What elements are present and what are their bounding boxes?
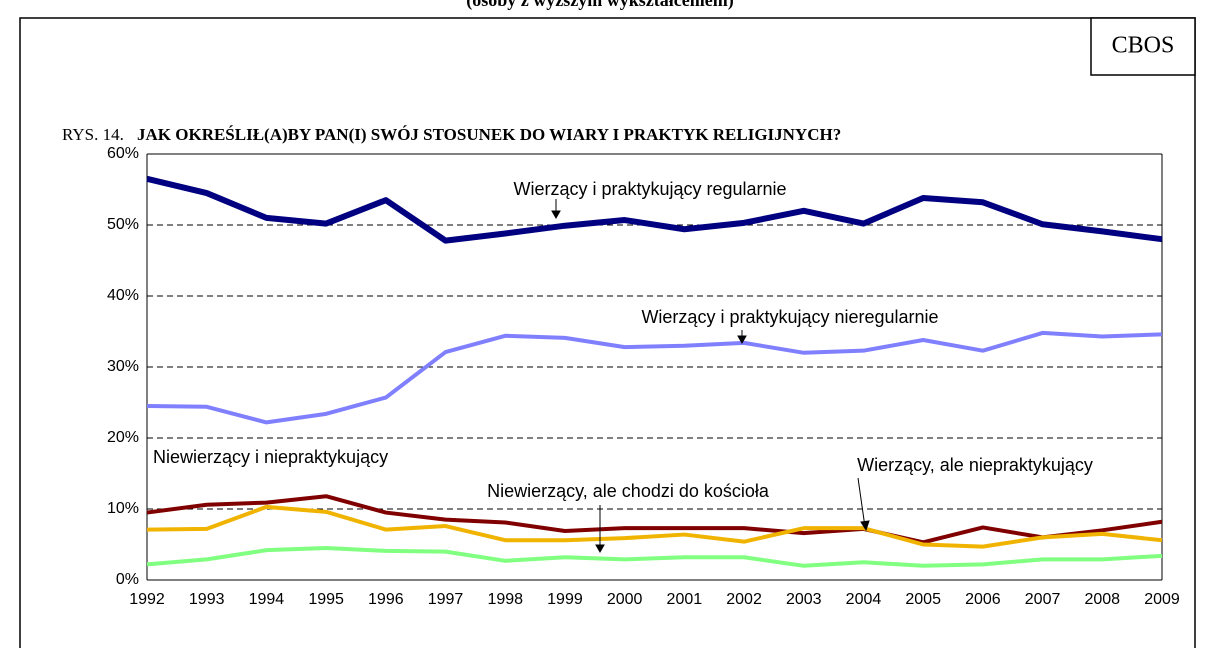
frame [19, 17, 1196, 653]
x-tick-label: 2009 [1144, 591, 1180, 608]
series-line [146, 504, 1163, 549]
x-tick-label: 2006 [965, 591, 1001, 608]
y-tick-label: 40% [107, 287, 139, 304]
y-tick-label: 30% [107, 358, 139, 375]
y-tick-label: 20% [107, 429, 139, 446]
x-tick-label: 1999 [547, 591, 583, 608]
series-label: Niewierzący, ale chodzi do kościoła [487, 481, 770, 501]
series-label: Wierzący i praktykujący regularnie [513, 179, 786, 199]
source-box [1090, 17, 1196, 76]
x-tick-label: 1996 [368, 591, 404, 608]
series-line [146, 175, 1163, 244]
figure-label: RYS. 14. [62, 125, 124, 144]
source: CBOS [1112, 33, 1175, 59]
y-tick-label: 10% [107, 500, 139, 517]
arrows [551, 199, 870, 554]
chart-title: JAK OKREŚLIŁ(A)BY PAN(I) SWÓJ STOSUNEK D… [137, 125, 841, 144]
x-tick-label: 1993 [189, 591, 225, 608]
series-label: Wierzący, ale niepraktykujący [857, 455, 1093, 475]
x-tick-label: 1998 [487, 591, 523, 608]
subtitle: (osoby z wyższym wykształceniem) [466, 0, 733, 11]
x-tick-label: 2002 [726, 591, 762, 608]
x-tick-label: 2004 [846, 591, 882, 608]
y-tick-label: 60% [107, 145, 139, 162]
x-tick-label: 2005 [905, 591, 941, 608]
x-tick-label: 1994 [249, 591, 285, 608]
series-line [146, 494, 1163, 545]
series-line [146, 546, 1163, 568]
series-label: Wierzący i praktykujący nieregularnie [641, 307, 938, 327]
x-tick-label: 2003 [786, 591, 822, 608]
x-tick-label: 2008 [1084, 591, 1120, 608]
x-tick-label: 2000 [607, 591, 643, 608]
series-line [146, 330, 1163, 425]
x-tick-label: 1995 [308, 591, 344, 608]
y-tick-label: 50% [107, 216, 139, 233]
x-tick-label: 1997 [428, 591, 464, 608]
x-tick-label: 2007 [1025, 591, 1061, 608]
x-tick-label: 2001 [667, 591, 703, 608]
y-tick-label: 0% [116, 571, 139, 588]
series-label: Niewierzący i niepraktykujący [153, 447, 388, 467]
x-tick-label: 1992 [129, 591, 165, 608]
